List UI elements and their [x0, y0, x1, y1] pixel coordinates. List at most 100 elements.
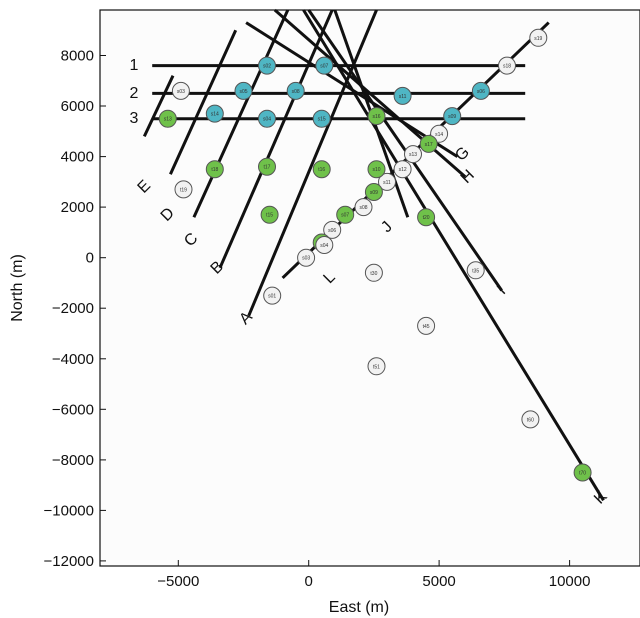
station-label: s11: [383, 180, 391, 186]
station-marker: [234, 81, 253, 100]
station-marker: [323, 220, 342, 239]
station-marker: [443, 107, 462, 126]
station-label: s18: [503, 64, 511, 70]
station-marker: [498, 56, 516, 75]
y-tick-label: 6000: [61, 98, 94, 115]
station-label: s05: [239, 89, 247, 95]
station-marker: [205, 160, 224, 179]
station-label: t51: [373, 364, 380, 370]
station-label: s06: [477, 89, 485, 95]
station-label: t60: [527, 417, 534, 423]
station-marker: [393, 86, 412, 105]
survey-line-a: [247, 9, 378, 317]
station-label: s03: [302, 256, 310, 262]
station-marker: [378, 172, 396, 191]
axes: 8000 6000 4000 2000 0 −2000 −4000 −6000 −8000 −10…: [44, 48, 591, 591]
x-axis-label: East (m): [329, 599, 389, 616]
station-label: s07: [341, 213, 349, 219]
station-label: s15: [318, 117, 326, 123]
station-marker: [158, 109, 177, 128]
station-marker: [205, 104, 224, 123]
y-tick-label: 8000: [61, 48, 94, 65]
station-label: t70: [579, 471, 586, 477]
station-label: t35: [472, 268, 479, 274]
station-marker: [263, 286, 282, 305]
station-marker: [417, 316, 436, 335]
station-label: t30: [370, 271, 377, 277]
x-tick-label: −5000: [157, 573, 199, 590]
station-label: t18: [211, 167, 218, 173]
station-marker: [364, 183, 383, 201]
station-label: s03: [177, 89, 185, 95]
station-label: s08: [292, 89, 300, 95]
station-marker: [521, 410, 540, 429]
station-marker: [367, 107, 386, 126]
station-label: t19: [180, 187, 187, 193]
station-marker: [174, 180, 193, 199]
station-marker: [312, 160, 331, 179]
x-tick-label: 0: [305, 573, 313, 590]
station-label: s14: [435, 132, 443, 138]
y-tick-label: −8000: [52, 452, 94, 469]
line-label-1: 1: [129, 57, 138, 74]
survey-line-c: [192, 9, 290, 218]
station-label: s19: [534, 36, 542, 42]
y-tick-label: −4000: [52, 351, 94, 368]
station-label: s14: [211, 112, 219, 118]
station-label: t15: [266, 213, 273, 219]
station-marker: [171, 81, 190, 100]
y-tick-label: 0: [86, 250, 94, 267]
station-marker: [258, 157, 276, 176]
station-label: t20: [423, 215, 430, 221]
station-label: s11: [399, 94, 407, 100]
station-marker: [466, 261, 485, 280]
station-label: t17: [264, 165, 271, 171]
station-marker: [364, 263, 383, 282]
station-marker: [393, 160, 412, 179]
y-axis-label: North (m): [9, 254, 26, 322]
survey-line-k: [302, 9, 605, 502]
station-marker: [297, 248, 316, 267]
stations: s03 s13 s14 s02 s05 s04 s07 s08 s15 s16 s11 s09 s06 s…: [158, 28, 592, 482]
survey-line-d: [169, 29, 238, 175]
y-tick-label: −12000: [44, 553, 94, 570]
station-marker: [354, 198, 373, 217]
station-marker: [417, 208, 436, 227]
station-marker: [286, 81, 305, 100]
station-marker: [529, 28, 548, 47]
station-label: s12: [399, 167, 407, 173]
station-label: t16: [318, 167, 325, 173]
station-marker: [258, 109, 276, 128]
station-marker: [404, 145, 422, 164]
y-tick-label: −10000: [44, 502, 94, 519]
x-tick-label: 5000: [422, 573, 455, 590]
station-marker: [260, 205, 279, 224]
y-tick-label: −6000: [52, 401, 94, 418]
station-label: s16: [372, 114, 380, 120]
y-tick-label: −2000: [52, 300, 94, 317]
station-label: s09: [370, 190, 378, 196]
station-marker: [471, 81, 490, 100]
station-label: s01: [268, 294, 276, 300]
station-marker: [367, 357, 386, 376]
station-marker: [312, 109, 331, 128]
station-marker: [258, 56, 276, 75]
line-label-2: 2: [129, 85, 138, 102]
x-tick-label: 10000: [549, 573, 591, 590]
y-tick-label: 2000: [61, 199, 94, 216]
station-label: s10: [372, 167, 380, 173]
station-label: s08: [359, 205, 367, 211]
station-label: s04: [263, 117, 271, 123]
survey-line-b: [218, 9, 334, 269]
station-label: s13: [164, 117, 172, 123]
station-label: s13: [409, 152, 417, 158]
station-marker: [419, 134, 438, 153]
station-marker: [315, 236, 334, 254]
line-label-3: 3: [129, 110, 138, 127]
station-marker: [367, 160, 386, 179]
station-marker: [573, 463, 592, 482]
station-marker: [315, 56, 334, 75]
station-label: s02: [263, 64, 271, 70]
station-label: s06: [328, 228, 336, 234]
